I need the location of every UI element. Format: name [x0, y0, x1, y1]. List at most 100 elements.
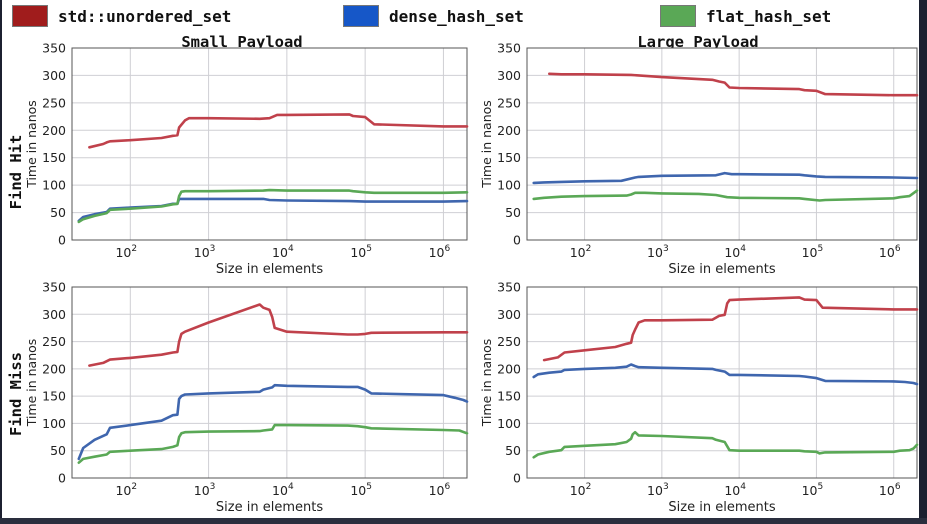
- x-tick-label: 103: [194, 244, 216, 260]
- y-tick-label: 150: [42, 389, 66, 404]
- legend-item-flat-hash-set: flat_hash_set: [660, 3, 831, 29]
- series-line-std-unordered-set: [542, 296, 919, 362]
- y-tick-label: 300: [42, 307, 66, 322]
- y-tick-label: 100: [497, 178, 521, 193]
- x-tick-label: 102: [115, 244, 137, 260]
- column-title-large-payload: Large Payload: [637, 33, 758, 51]
- y-tick-label: 250: [42, 334, 66, 349]
- x-tick-label: 105: [802, 482, 824, 498]
- y-tick-label: 200: [42, 361, 66, 376]
- y-tick-label: 350: [42, 280, 66, 295]
- x-axis-label: Size in elements: [668, 500, 775, 515]
- chart-panel-4: 0 50 100 150 200 250 300 350 102 103 104 105 106 Size…: [479, 280, 919, 515]
- y-tick-label: 350: [497, 41, 521, 56]
- y-tick-label: 150: [497, 389, 521, 404]
- y-tick-label: 300: [42, 68, 66, 83]
- y-tick-label: 250: [497, 334, 521, 349]
- plot-frame: [71, 286, 468, 479]
- plot-area: [72, 48, 467, 240]
- y-tick-label: 50: [50, 205, 66, 220]
- y-tick-label: 100: [42, 178, 66, 193]
- y-tick-label: 250: [42, 95, 66, 110]
- series-line-std-unordered-set: [88, 303, 469, 367]
- series-line-std-unordered-set: [88, 113, 469, 149]
- legend-item-dense-hash-set: dense_hash_set: [343, 3, 524, 29]
- legend-label-flat-hash-set: flat_hash_set: [706, 6, 832, 26]
- legend-swatch-unordered-set: [12, 5, 48, 27]
- chart-panel-1: 0 50 100 150 200 250 300 350 102 103 104 105 106 Size…: [24, 41, 469, 277]
- x-tick-label: 105: [350, 482, 372, 498]
- plot-frame: [526, 47, 918, 241]
- frame-bottom-edge: [0, 518, 927, 524]
- x-tick-label: 103: [647, 244, 669, 260]
- chart-panel-2: 0 50 100 150 200 250 300 350 102 103 104 105 106 Size…: [479, 41, 919, 277]
- y-tick-label: 50: [505, 443, 521, 458]
- y-tick-label: 50: [505, 205, 521, 220]
- series-line-dense-hash-set: [532, 171, 919, 185]
- series-line-flat-hash-set: [532, 430, 919, 459]
- y-tick-label: 350: [497, 280, 521, 295]
- y-tick-label: 100: [497, 416, 521, 431]
- series-line-flat-hash-set: [532, 189, 919, 202]
- y-axis-label: Time in nanos: [479, 339, 494, 428]
- y-axis-label: Time in nanos: [24, 100, 39, 189]
- y-tick-label: 200: [497, 123, 521, 138]
- column-title-small-payload: Small Payload: [181, 33, 302, 51]
- x-tick-label: 102: [570, 244, 592, 260]
- frame-right-edge: [919, 0, 927, 524]
- legend-swatch-dense-hash-set: [343, 5, 379, 27]
- x-axis-label: Size in elements: [668, 262, 775, 277]
- y-tick-label: 150: [497, 150, 521, 165]
- x-tick-label: 106: [879, 244, 901, 260]
- frame-left-edge: [0, 0, 2, 524]
- plot-area: [72, 287, 467, 478]
- x-tick-label: 104: [272, 482, 294, 498]
- series-line-dense-hash-set: [77, 383, 469, 461]
- y-tick-label: 0: [513, 233, 521, 248]
- x-tick-label: 104: [724, 482, 746, 498]
- x-tick-label: 102: [115, 482, 137, 498]
- series-line-flat-hash-set: [77, 423, 469, 464]
- series-line-flat-hash-set: [77, 188, 469, 224]
- plot-frame: [71, 47, 468, 241]
- y-tick-label: 200: [497, 361, 521, 376]
- y-tick-label: 0: [58, 471, 66, 486]
- x-tick-label: 105: [802, 244, 824, 260]
- x-tick-label: 104: [724, 244, 746, 260]
- row-label-find-miss: Find Miss: [7, 352, 25, 436]
- x-tick-label: 103: [647, 482, 669, 498]
- series-line-dense-hash-set: [532, 363, 919, 386]
- series-line-std-unordered-set: [548, 72, 919, 97]
- x-axis-label: Size in elements: [216, 500, 323, 515]
- y-tick-label: 0: [513, 471, 521, 486]
- y-tick-label: 250: [497, 95, 521, 110]
- x-tick-label: 105: [350, 244, 372, 260]
- y-tick-label: 50: [50, 443, 66, 458]
- x-tick-label: 104: [272, 244, 294, 260]
- y-tick-label: 150: [42, 150, 66, 165]
- plot-frame: [526, 286, 918, 479]
- y-tick-label: 300: [497, 307, 521, 322]
- y-tick-label: 300: [497, 68, 521, 83]
- x-tick-label: 103: [194, 482, 216, 498]
- y-tick-label: 350: [42, 41, 66, 56]
- y-axis-label: Time in nanos: [24, 339, 39, 428]
- plot-area: [527, 48, 917, 240]
- legend-label-dense-hash-set: dense_hash_set: [389, 6, 524, 26]
- x-tick-label: 102: [570, 482, 592, 498]
- legend-swatch-flat-hash-set: [660, 5, 696, 27]
- y-axis-label: Time in nanos: [479, 100, 494, 189]
- x-tick-label: 106: [429, 482, 451, 498]
- x-axis-label: Size in elements: [216, 262, 323, 277]
- row-label-find-hit: Find Hit: [7, 135, 25, 210]
- chart-panel-3: 0 50 100 150 200 250 300 350 102 103 104 105 106 Size…: [24, 280, 469, 515]
- x-tick-label: 106: [879, 482, 901, 498]
- y-tick-label: 100: [42, 416, 66, 431]
- legend-item-unordered-set: std::unordered_set: [12, 3, 231, 29]
- y-tick-label: 0: [58, 233, 66, 248]
- legend-label-unordered-set: std::unordered_set: [58, 6, 232, 26]
- y-tick-label: 200: [42, 123, 66, 138]
- x-tick-label: 106: [429, 244, 451, 260]
